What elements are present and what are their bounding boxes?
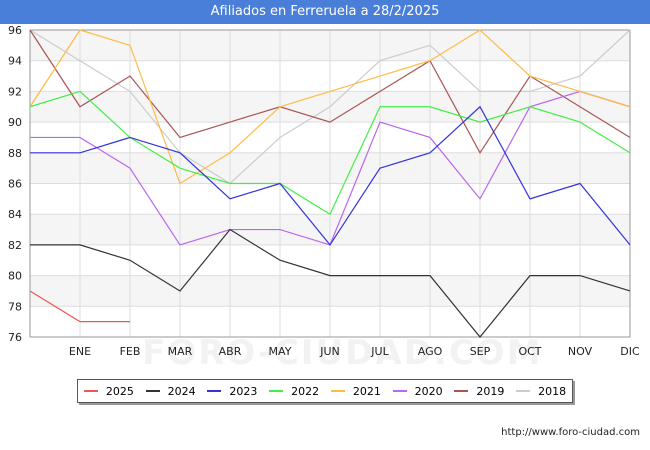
legend-item-2024: 2024 xyxy=(145,384,196,398)
legend-item-2019: 2019 xyxy=(454,385,504,398)
x-tick-label: OCT xyxy=(518,345,541,358)
legend-swatch xyxy=(207,390,222,392)
y-tick-label: 78 xyxy=(8,300,22,313)
x-tick-label: MAY xyxy=(269,345,292,358)
chart-title: Afiliados en Ferreruela a 28/2/2025 xyxy=(0,0,650,24)
series-line-2023 xyxy=(30,105,631,246)
y-tick-label: 96 xyxy=(8,24,22,37)
x-tick-label: AGO xyxy=(418,345,443,358)
legend-item-2022: 2022 xyxy=(269,385,319,398)
legend-label: 2022 xyxy=(291,384,320,398)
legend-label: 2025 xyxy=(105,384,134,398)
legend-swatch xyxy=(516,390,531,392)
watermark: FORO-CIUDAD.COM xyxy=(142,333,543,373)
y-tick-label: 86 xyxy=(8,178,22,191)
x-tick-label: JUN xyxy=(319,345,340,358)
y-tick-label: 80 xyxy=(8,270,22,283)
legend-item-2023: 2023 xyxy=(207,385,257,398)
y-tick-label: 92 xyxy=(8,85,22,98)
legend-label: 2018 xyxy=(538,384,567,398)
x-tick-label: JUL xyxy=(370,345,389,358)
legend-label: 2020 xyxy=(414,384,443,398)
x-tick-label: FEB xyxy=(120,345,141,358)
legend-label: 2023 xyxy=(229,384,258,398)
legend-swatch xyxy=(269,390,284,392)
legend-item-2021: 2021 xyxy=(330,384,381,398)
legend-swatch xyxy=(454,390,469,392)
legend-swatch xyxy=(145,390,160,392)
y-tick-label: 90 xyxy=(8,116,22,129)
plot-frame xyxy=(29,29,631,338)
legend-swatch xyxy=(392,390,407,392)
x-tick-label: SEP xyxy=(470,345,491,358)
x-tick-label: DIC xyxy=(620,345,640,358)
y-tick-label: 84 xyxy=(8,208,22,221)
x-tick-label: MAR xyxy=(168,345,193,358)
legend-swatch xyxy=(330,390,345,392)
y-tick-label: 94 xyxy=(8,55,22,68)
x-tick-label: NOV xyxy=(568,345,593,358)
legend-item-2025: 2025 xyxy=(83,384,134,398)
site-url: http://www.foro-ciudad.com xyxy=(501,427,640,438)
series-line-2025 xyxy=(29,290,130,323)
x-tick-label: ABR xyxy=(219,345,242,358)
y-tick-label: 82 xyxy=(8,239,22,252)
legend-label: 2024 xyxy=(167,384,196,398)
y-tick-label: 88 xyxy=(8,147,22,160)
series-line-2021 xyxy=(29,29,631,185)
y-tick-label: 76 xyxy=(8,331,22,344)
legend-item-2018: 2018 xyxy=(516,385,566,398)
series-line-2018 xyxy=(29,29,631,185)
series-line-2024 xyxy=(30,228,631,338)
x-tick-label: ENE xyxy=(69,345,91,358)
legend-label: 2019 xyxy=(476,384,505,398)
legend-swatch xyxy=(83,390,98,392)
legend-item-2020: 2020 xyxy=(392,384,443,398)
legend-label: 2021 xyxy=(352,384,381,398)
legend: 2025 2024 2023 2022 2021 2020 2019 2018 xyxy=(77,379,573,403)
